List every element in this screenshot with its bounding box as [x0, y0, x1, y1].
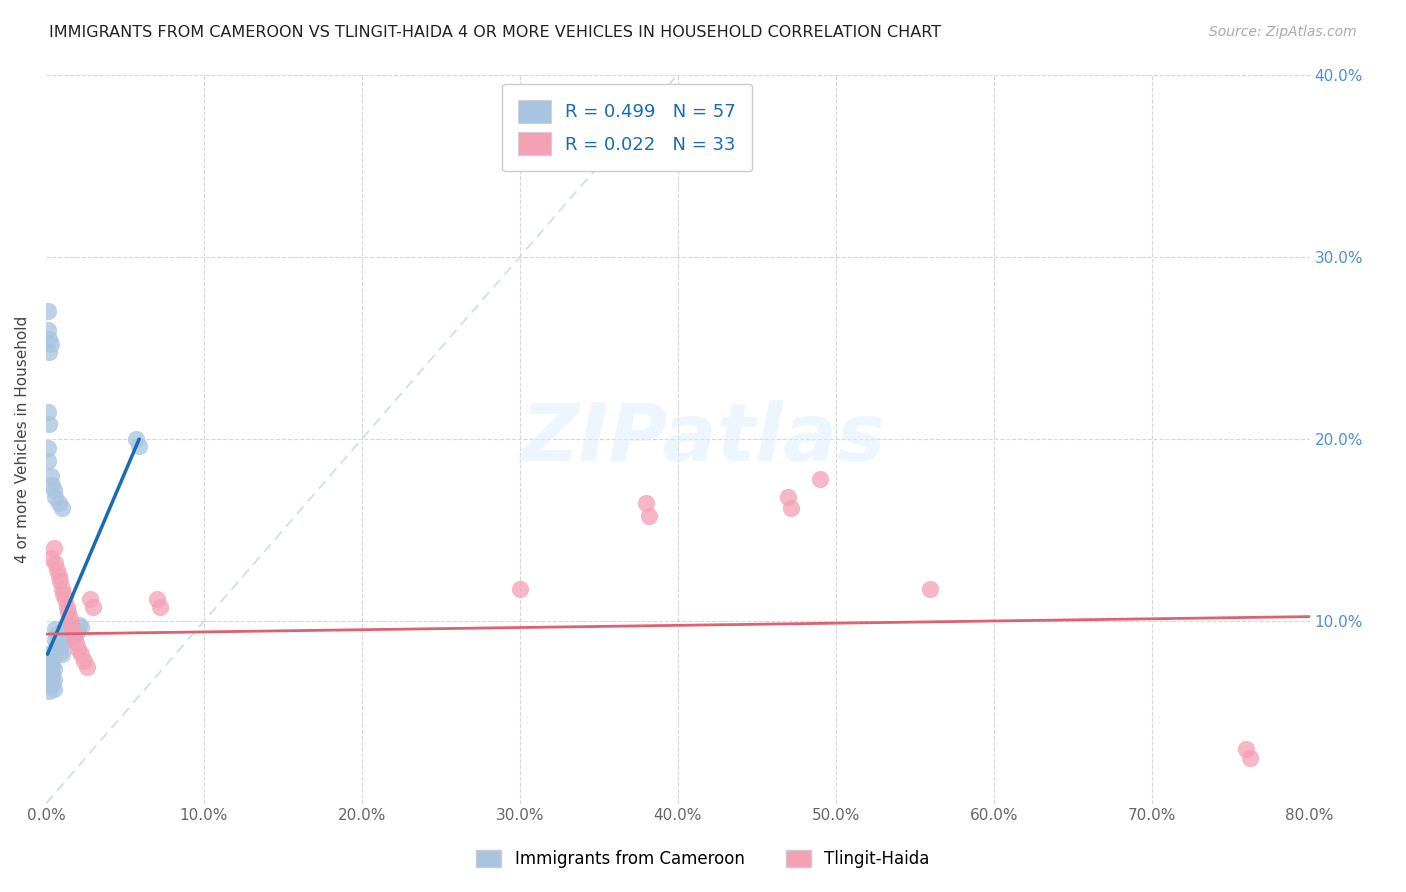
Point	[636, 496, 658, 510]
Point	[39, 665, 62, 680]
Point	[44, 622, 66, 636]
Point	[38, 417, 60, 432]
Point	[39, 337, 62, 351]
Point	[48, 631, 70, 645]
Point	[53, 592, 76, 607]
Point	[79, 592, 101, 607]
Point	[60, 618, 83, 632]
Point	[37, 304, 59, 318]
Point	[49, 645, 72, 659]
Point	[66, 624, 89, 638]
Point	[56, 624, 79, 638]
Point	[69, 647, 91, 661]
Point	[48, 640, 70, 654]
Point	[53, 627, 76, 641]
Point	[73, 655, 96, 669]
Point	[55, 632, 77, 647]
Point	[52, 624, 75, 638]
Point	[38, 332, 60, 346]
Point	[51, 501, 73, 516]
Point	[63, 629, 86, 643]
Point	[56, 605, 79, 619]
Point	[59, 610, 82, 624]
Point	[65, 627, 87, 641]
Point	[38, 650, 60, 665]
Point	[38, 674, 60, 689]
Legend: R = 0.499   N = 57, R = 0.022   N = 33: R = 0.499 N = 57, R = 0.022 N = 33	[502, 84, 752, 171]
Point	[62, 629, 84, 643]
Point	[51, 647, 73, 661]
Text: Source: ZipAtlas.com: Source: ZipAtlas.com	[1209, 25, 1357, 39]
Point	[46, 638, 69, 652]
Point	[82, 599, 104, 614]
Point	[48, 568, 70, 582]
Point	[39, 468, 62, 483]
Point	[41, 477, 63, 491]
Point	[44, 632, 66, 647]
Point	[808, 472, 831, 486]
Point	[37, 660, 59, 674]
Point	[46, 627, 69, 641]
Point	[509, 582, 531, 596]
Point	[76, 660, 98, 674]
Point	[39, 550, 62, 565]
Point	[52, 632, 75, 647]
Point	[37, 441, 59, 455]
Point	[67, 618, 90, 632]
Point	[63, 622, 86, 636]
Point	[46, 563, 69, 577]
Point	[48, 496, 70, 510]
Point	[65, 636, 87, 650]
Point	[44, 641, 66, 656]
Point	[69, 620, 91, 634]
Point	[59, 618, 82, 632]
Point	[37, 669, 59, 683]
Point	[51, 636, 73, 650]
Point	[42, 541, 65, 556]
Point	[638, 508, 661, 523]
Point	[42, 681, 65, 696]
Point	[41, 658, 63, 673]
Point	[60, 625, 83, 640]
Text: ZIPatlas: ZIPatlas	[520, 401, 886, 478]
Point	[38, 664, 60, 678]
Point	[55, 599, 77, 614]
Point	[44, 491, 66, 505]
Point	[44, 556, 66, 570]
Point	[42, 662, 65, 676]
Point	[42, 483, 65, 497]
Text: IMMIGRANTS FROM CAMEROON VS TLINGIT-HAIDA 4 OR MORE VEHICLES IN HOUSEHOLD CORREL: IMMIGRANTS FROM CAMEROON VS TLINGIT-HAID…	[49, 25, 942, 40]
Point	[37, 454, 59, 468]
Point	[1234, 742, 1257, 756]
Point	[37, 405, 59, 419]
Point	[145, 592, 167, 607]
Point	[39, 655, 62, 669]
Point	[39, 673, 62, 687]
Point	[780, 501, 803, 516]
Point	[37, 323, 59, 337]
Point	[41, 678, 63, 692]
Point	[37, 647, 59, 661]
Point	[149, 599, 172, 614]
Point	[38, 683, 60, 698]
Point	[920, 582, 942, 596]
Point	[38, 344, 60, 359]
Point	[52, 587, 75, 601]
Point	[49, 634, 72, 648]
Legend: Immigrants from Cameroon, Tlingit-Haida: Immigrants from Cameroon, Tlingit-Haida	[470, 843, 936, 875]
Point	[41, 669, 63, 683]
Point	[51, 582, 73, 596]
Point	[66, 641, 89, 656]
Y-axis label: 4 or more Vehicles in Household: 4 or more Vehicles in Household	[15, 316, 30, 563]
Point	[778, 491, 800, 505]
Point	[49, 574, 72, 589]
Point	[62, 624, 84, 638]
Point	[42, 673, 65, 687]
Point	[1239, 751, 1261, 765]
Point	[125, 432, 148, 446]
Point	[128, 439, 150, 453]
